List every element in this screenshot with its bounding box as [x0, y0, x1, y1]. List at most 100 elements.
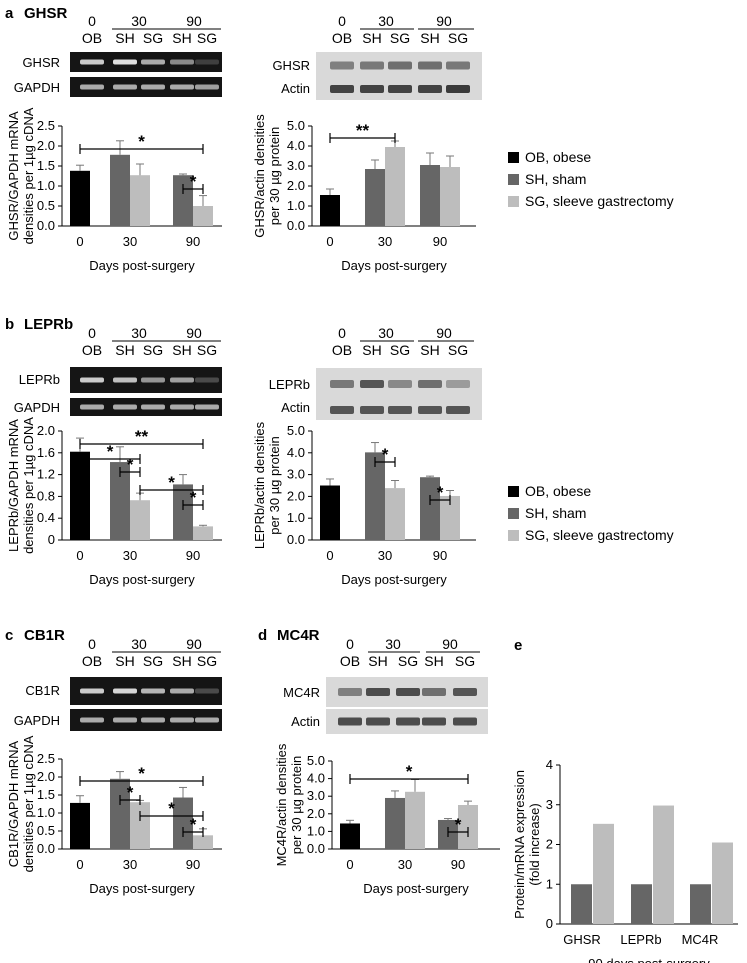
x-axis-label-a_mrna: Days post-surgery: [89, 258, 195, 273]
sig-label-b_mrna-0: **: [135, 427, 149, 446]
sig-label-c_mrna-1: *: [127, 783, 134, 802]
blot-band-b-leprb-prot-3: [418, 380, 442, 388]
lane-group-a-prot-2: 90: [436, 13, 452, 29]
legend-label-b-sh: SH, sham: [525, 505, 586, 521]
blot-band-c-cb1r-4: [195, 688, 219, 694]
lane-label-b-rna-0: OB: [82, 342, 102, 358]
lane-group-d-prot-0: 0: [346, 636, 354, 652]
blot-label-a-rna-0: GHSR: [22, 55, 60, 70]
blot-band-d-mc4r-1: [366, 688, 390, 696]
bar-c_mrna-0-OB: [70, 802, 90, 849]
legend-label-b-sg: SG, sleeve gastrectomy: [525, 527, 674, 543]
bar-b_prot-0-OB: [320, 485, 340, 540]
legend-swatch-a-sg: [508, 196, 519, 207]
y-axis-label-d_prot-0: MC4R/actin densities: [274, 743, 289, 866]
blot-band-b-actin-1: [360, 406, 384, 414]
lane-label-a-prot-1: SH: [362, 30, 381, 46]
y-tick-label-e_fold-0: 0: [546, 916, 553, 931]
blot-label-c-rna-0: CB1R: [25, 683, 60, 698]
blot-band-b-actin-0: [330, 406, 354, 414]
x-tick-label-c_mrna-2: 90: [186, 857, 200, 872]
x-tick-label-b_prot-1: 30: [378, 548, 392, 563]
panel-title-b: LEPRb: [24, 316, 73, 333]
lane-label-b-rna-4: SG: [197, 342, 217, 358]
bar-b_prot-90-SG: [440, 495, 460, 540]
lane-group-b-prot-0: 0: [338, 325, 346, 341]
sig-label-b_mrna-2: *: [127, 455, 134, 474]
y-tick-label-a_prot-1: 1.0: [287, 198, 305, 213]
lane-label-b-prot-0: OB: [332, 342, 352, 358]
lane-group-d-prot-1: 30: [385, 636, 401, 652]
y-tick-label-b_mrna-4: 1.6: [37, 445, 55, 460]
lane-group-b-prot-2: 90: [436, 325, 452, 341]
x-tick-label-b_mrna-1: 30: [123, 548, 137, 563]
x-tick-label-c_mrna-0: 0: [76, 857, 83, 872]
sig-label-b_mrna-1: *: [107, 442, 114, 461]
lane-group-b-rna-1: 30: [131, 325, 147, 341]
y-tick-label-e_fold-2: 2: [546, 837, 553, 852]
y-tick-label-e_fold-4: 4: [546, 757, 553, 772]
bar-b_prot-90-SH: [420, 477, 440, 540]
x-tick-label-d_prot-0: 0: [346, 857, 353, 872]
blot-band-b-leprb-prot-2: [388, 380, 412, 388]
legend-swatch-b-ob: [508, 486, 519, 497]
lane-label-b-rna-1: SH: [115, 342, 134, 358]
y-tick-label-c_mrna-0: 0.0: [37, 841, 55, 856]
lane-label-c-rna-4: SG: [197, 653, 217, 669]
blot-band-c-cb1r-1: [113, 688, 137, 694]
sig-label-d_prot-0: *: [406, 762, 413, 781]
lane-label-d-prot-2: SG: [398, 653, 418, 669]
lane-group-a-rna-2: 90: [186, 13, 202, 29]
legend-swatch-b-sh: [508, 508, 519, 519]
blot-band-d-actin-3: [422, 717, 446, 726]
lane-group-c-rna-2: 90: [186, 636, 202, 652]
blot-band-a-actin-1: [360, 85, 384, 93]
x-axis-label-e_fold: 90 days post-surgery: [588, 956, 710, 963]
panel-letter-d: d: [258, 627, 267, 644]
x-tick-label-b_mrna-2: 90: [186, 548, 200, 563]
x-tick-label-a_mrna-2: 90: [186, 234, 200, 249]
lane-label-a-rna-2: SG: [143, 30, 163, 46]
blot-band-b-leprb-prot-1: [360, 380, 384, 388]
sig-label-a_mrna-0: *: [138, 132, 145, 151]
bar-e_fold-GHSR-SG: [593, 823, 614, 924]
bar-d_prot-30-SG: [405, 791, 425, 849]
sig-label-a_mrna-1: *: [190, 172, 197, 191]
bar-c_mrna-90-SH: [173, 797, 193, 849]
blot-band-a-gapdh-0: [80, 84, 104, 90]
y-tick-label-d_prot-4: 4.0: [307, 771, 325, 786]
blot-band-d-mc4r-0: [338, 688, 362, 696]
y-tick-label-b_mrna-2: 0.8: [37, 488, 55, 503]
x-tick-label-d_prot-1: 30: [398, 857, 412, 872]
y-axis-label-d_prot-1: per 30 µg protein: [289, 756, 304, 855]
sig-label-d_prot-1: *: [455, 815, 462, 834]
bar-a_mrna-0-OB: [70, 170, 90, 226]
blot-band-a-ghsr-3: [170, 59, 194, 65]
blot-band-b-gapdh-4: [195, 404, 219, 410]
lane-label-b-prot-1: SH: [362, 342, 381, 358]
blot-band-b-gapdh-2: [141, 404, 165, 410]
y-tick-label-a_prot-5: 5.0: [287, 118, 305, 133]
blot-band-a-gapdh-1: [113, 84, 137, 90]
blot-label-c-rna-1: GAPDH: [14, 713, 60, 728]
y-tick-label-e_fold-3: 3: [546, 797, 553, 812]
blot-label-b-prot-1: Actin: [281, 400, 310, 415]
blot-band-c-cb1r-3: [170, 688, 194, 694]
blot-band-c-gapdh-2: [141, 717, 165, 723]
y-axis-label-a_prot-1: per 30 µg protein: [267, 127, 282, 226]
y-tick-label-b_prot-2: 2.0: [287, 488, 305, 503]
lane-label-b-rna-3: SH: [172, 342, 191, 358]
panel-letter-b: b: [5, 316, 14, 333]
x-tick-label-e_fold-2: MC4R: [682, 932, 719, 947]
bar-e_fold-LEPRb-SG: [653, 805, 674, 924]
blot-band-b-leprb-4: [195, 377, 219, 383]
blot-band-d-actin-1: [366, 717, 390, 726]
blot-band-a-ghsr-prot-3: [418, 61, 442, 70]
bar-c_mrna-30-SH: [110, 778, 130, 849]
panel-letter-e: e: [514, 637, 522, 654]
blot-band-b-gapdh-0: [80, 404, 104, 410]
y-tick-label-c_mrna-5: 2.5: [37, 751, 55, 766]
y-axis-label-b_prot-0: LEPRb/actin densities: [252, 421, 267, 549]
y-axis-label-c_mrna-1: densities per 1µg cDNA: [21, 735, 36, 872]
y-axis-label-e_fold-1: (fold increase): [527, 803, 542, 885]
